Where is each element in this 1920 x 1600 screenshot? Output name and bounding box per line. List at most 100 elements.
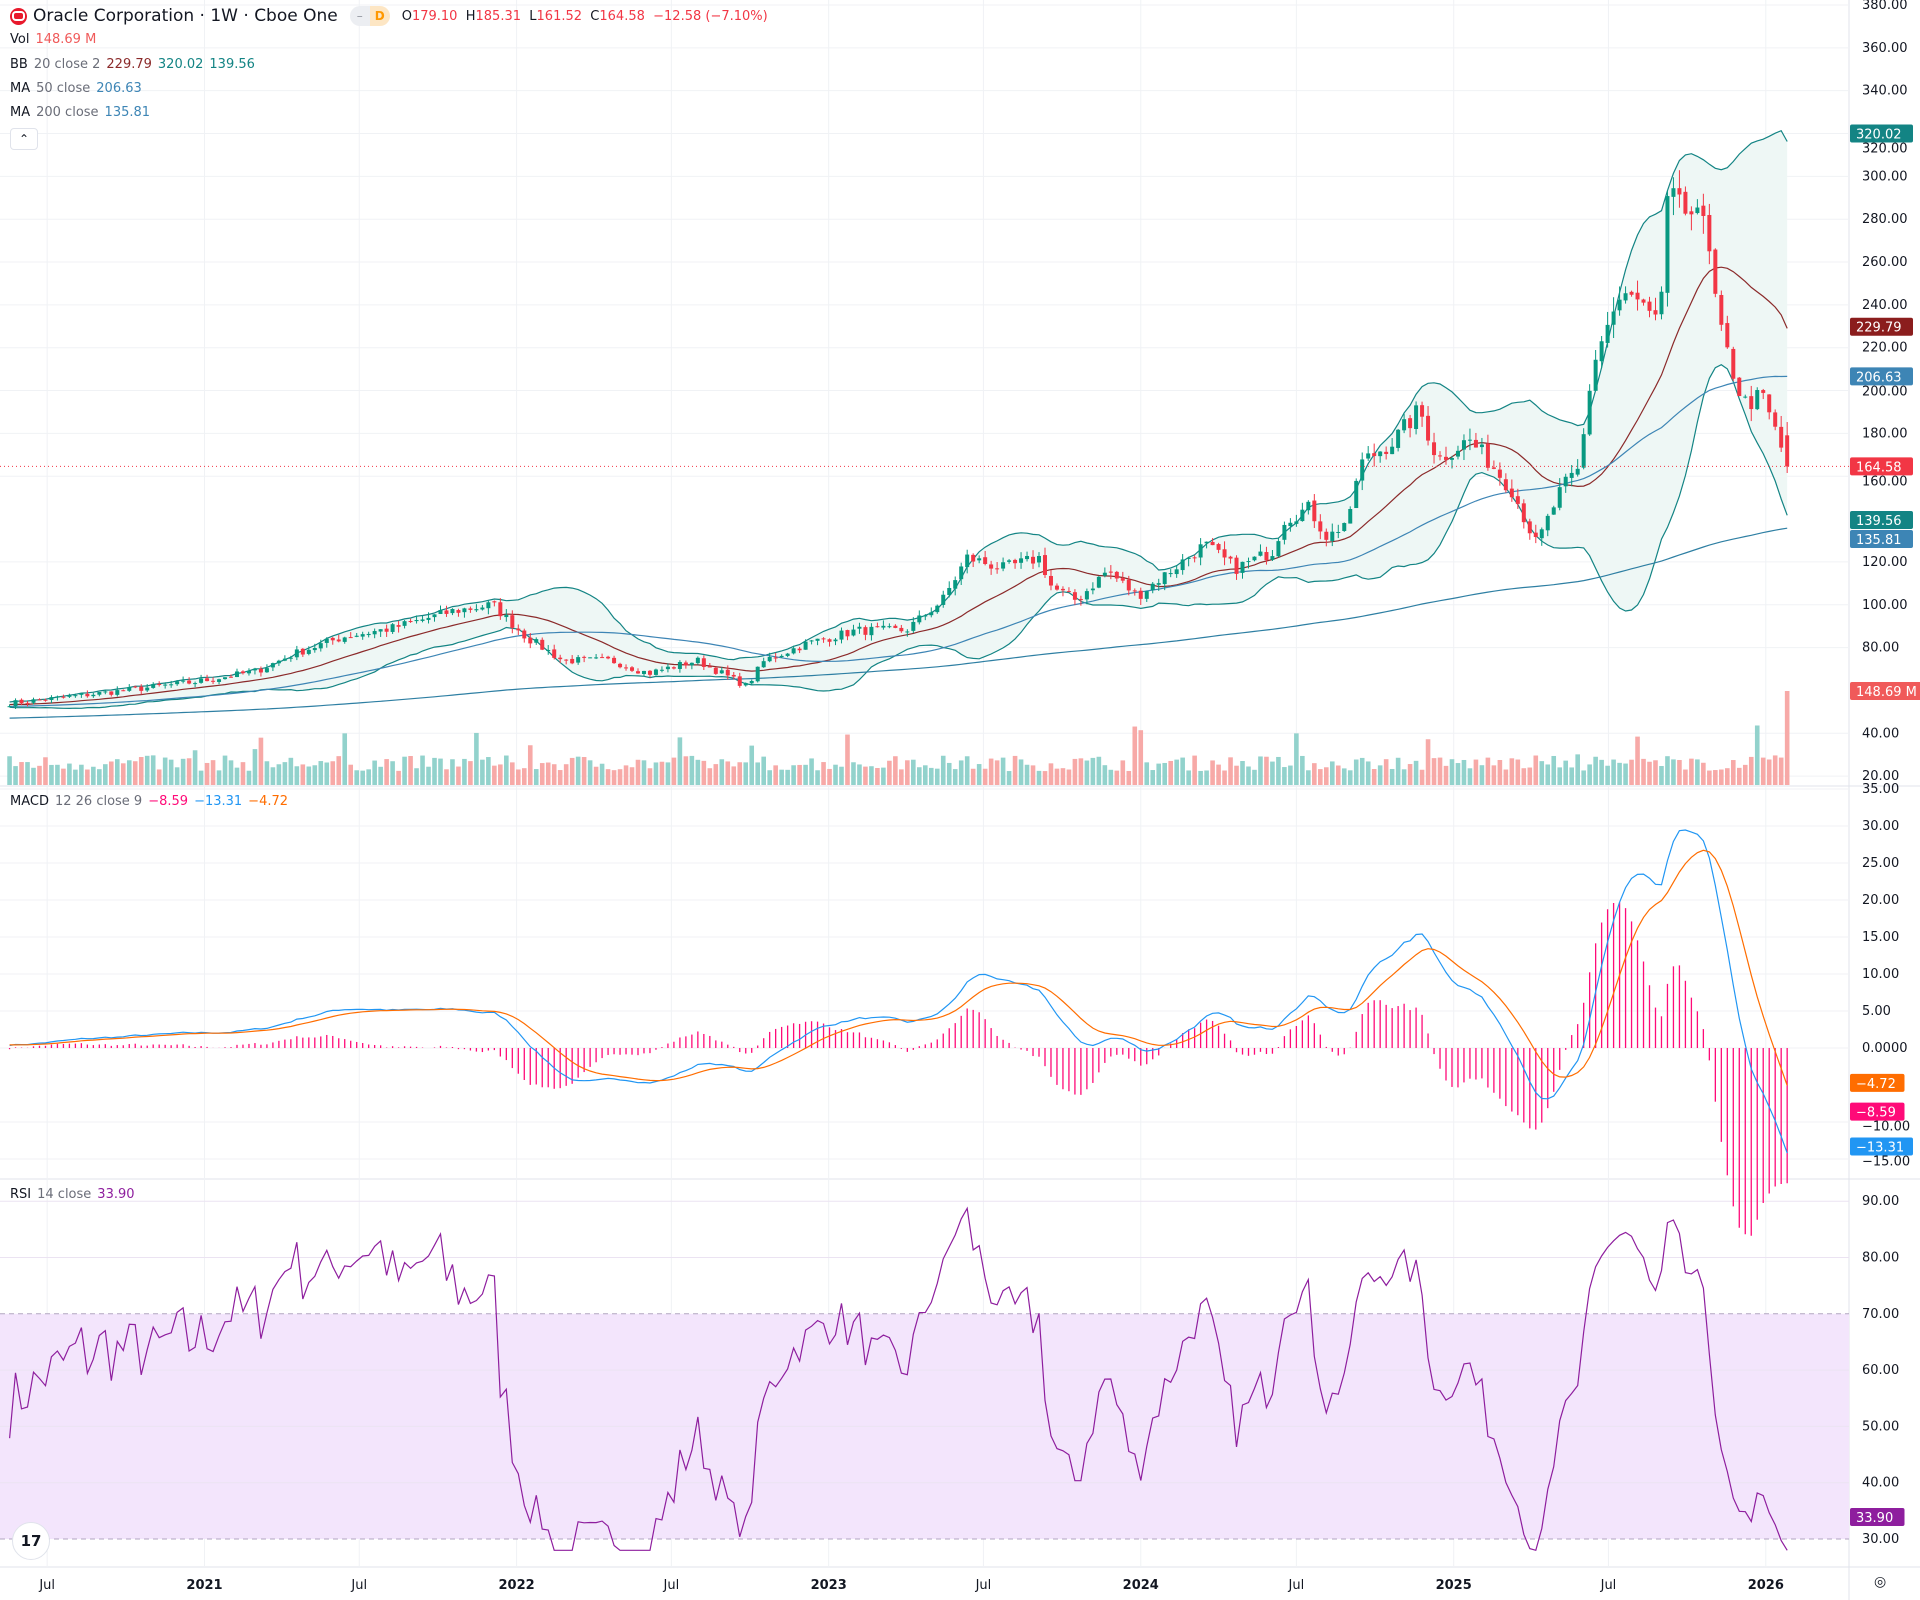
candle-body xyxy=(695,657,700,664)
volume-bar xyxy=(1114,770,1120,785)
candle-body xyxy=(1150,583,1155,591)
candle-body xyxy=(390,624,395,632)
volume-bar xyxy=(114,759,120,785)
volume-bar xyxy=(1659,766,1664,785)
candle-body xyxy=(432,614,437,618)
candle-body xyxy=(534,639,539,643)
candle-body xyxy=(953,580,958,589)
rsi-params: 14 close xyxy=(37,1187,92,1202)
volume-bar xyxy=(144,755,150,785)
candle-body xyxy=(354,635,359,637)
volume-bar xyxy=(378,766,383,785)
candle-body xyxy=(294,649,299,658)
candle-body xyxy=(725,669,730,676)
volume-bar xyxy=(1240,761,1245,785)
candle-body xyxy=(917,615,922,623)
vol-value: 148.69 M xyxy=(35,32,97,47)
change-value: −12.58 (−7.10%) xyxy=(653,8,768,24)
volume-bar xyxy=(1120,760,1126,785)
volume-bar xyxy=(1186,770,1191,785)
rsi-tick-label: 60.00 xyxy=(1862,1363,1899,1378)
time-tick-label: Jul xyxy=(1600,1578,1617,1593)
volume-bar xyxy=(258,737,264,785)
candle-body xyxy=(1539,529,1544,539)
candle-body xyxy=(1264,552,1269,561)
ma50-value: 206.63 xyxy=(96,81,142,96)
volume-bar xyxy=(1383,759,1389,785)
volume-bar xyxy=(1024,764,1030,785)
symbol-legend[interactable]: Oracle Corporation · 1W · Cboe One – D O… xyxy=(10,6,768,26)
ma50-legend[interactable]: MA 50 close 206.63 xyxy=(10,81,142,96)
volume-bar xyxy=(659,761,665,785)
rsi-legend[interactable]: RSI 14 close 33.90 xyxy=(10,1187,135,1202)
macd-axis-label-bg xyxy=(1850,1073,1905,1092)
volume-bar xyxy=(1491,765,1497,785)
candle-body xyxy=(270,663,275,668)
volume-bar xyxy=(19,762,24,785)
candle-body xyxy=(211,680,216,682)
price-tick-label: 80.00 xyxy=(1862,641,1899,656)
volume-bar xyxy=(462,758,467,785)
candle-body xyxy=(1665,196,1670,293)
volume-axis-label: 148.69 M xyxy=(1856,685,1917,700)
candle-body xyxy=(1515,496,1520,504)
volume-bar xyxy=(31,767,36,785)
volume-bar xyxy=(1312,763,1317,785)
volume-bar xyxy=(821,762,826,785)
volume-bar xyxy=(1329,761,1335,785)
candle-body xyxy=(504,614,509,618)
candle-body xyxy=(743,683,748,686)
collapse-legend-button[interactable]: ⌃ xyxy=(10,128,38,150)
volume-bar xyxy=(917,767,922,785)
ma200-legend[interactable]: MA 200 close 135.81 xyxy=(10,105,150,120)
candle-body xyxy=(402,621,407,626)
volume-bar xyxy=(635,759,641,785)
low-value: 161.52 xyxy=(536,8,583,24)
market-status-badge[interactable]: – D xyxy=(349,6,390,26)
volume-bar xyxy=(210,760,216,785)
candle-body xyxy=(983,557,988,564)
volume-bar xyxy=(288,757,294,785)
volume-bar xyxy=(384,759,389,785)
candle-body xyxy=(115,690,120,695)
macd-legend[interactable]: MACD 12 26 close 9 −8.59 −13.31 −4.72 xyxy=(10,794,288,809)
rsi-tick-label: 50.00 xyxy=(1862,1419,1899,1434)
volume-bar xyxy=(557,770,563,785)
volume-bar xyxy=(809,758,814,785)
bb-legend[interactable]: BB 20 close 2 229.79 320.02 139.56 xyxy=(10,57,255,72)
candle-body xyxy=(719,670,724,674)
candle-body xyxy=(246,670,251,674)
volume-bar xyxy=(1294,733,1299,785)
volume-bar xyxy=(1713,770,1718,785)
bollinger-lower-line xyxy=(9,364,1788,710)
candle-body xyxy=(1527,521,1532,534)
candle-body xyxy=(995,568,1000,570)
volume-bar xyxy=(252,749,258,785)
candle-body xyxy=(1007,560,1012,562)
volume-bar xyxy=(755,762,761,785)
tradingview-logo[interactable]: 17 xyxy=(12,1522,50,1560)
candle-body xyxy=(959,566,964,580)
candle-body xyxy=(1114,571,1119,579)
candle-body xyxy=(1216,544,1221,550)
price-tick-label: 320.00 xyxy=(1862,141,1908,156)
candle-body xyxy=(1449,458,1454,460)
candle-body xyxy=(941,594,946,605)
price-axis-label-bg xyxy=(1850,511,1913,530)
price-tick-label: 120.00 xyxy=(1862,555,1908,570)
symbol-title[interactable]: Oracle Corporation · 1W · Cboe One xyxy=(33,6,338,26)
candle-body xyxy=(318,643,323,649)
volume-bar xyxy=(922,765,928,785)
macd-axis-label: −4.72 xyxy=(1856,1077,1896,1092)
candle-body xyxy=(372,631,377,635)
volume-legend[interactable]: Vol 148.69 M xyxy=(10,32,96,47)
candle-body xyxy=(606,656,611,659)
candle-body xyxy=(1378,451,1383,457)
ma50-line xyxy=(9,375,1788,708)
volume-bar xyxy=(1006,771,1012,785)
settings-eye-icon[interactable]: ◎ xyxy=(1874,1574,1887,1590)
volume-bar xyxy=(186,758,192,785)
candle-body xyxy=(594,657,599,659)
candle-body xyxy=(1677,188,1682,195)
